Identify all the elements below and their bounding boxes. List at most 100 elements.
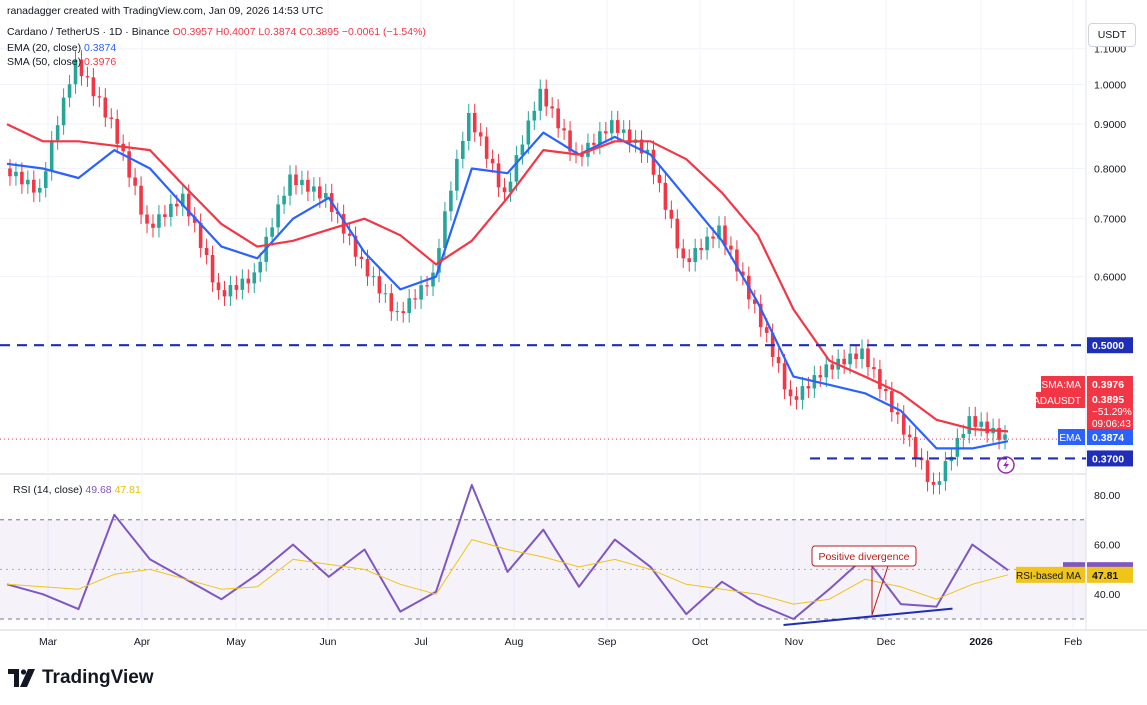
- ohlc-values: O0.3957 H0.4007 L0.3874 C0.3895 −0.0061 …: [172, 26, 426, 38]
- lightning-icon[interactable]: [997, 456, 1015, 474]
- candles: [8, 50, 1007, 495]
- candle-body: [377, 276, 382, 294]
- candle-body: [735, 249, 739, 272]
- candle-body: [341, 213, 346, 234]
- candle-body: [794, 396, 799, 400]
- candle-body: [931, 481, 936, 485]
- sma-label: SMA (50, close): [7, 56, 82, 68]
- candle-body: [830, 364, 835, 370]
- price-tick-label: 1.0000: [1094, 80, 1126, 92]
- candle-body: [115, 118, 120, 144]
- candle-body: [85, 76, 90, 78]
- time-tick-label: Feb: [1064, 636, 1082, 648]
- candle-body: [73, 59, 78, 85]
- candle-body: [615, 120, 620, 133]
- candle-body: [687, 258, 692, 263]
- candle-body: [562, 128, 566, 131]
- candle-body: [782, 363, 787, 390]
- ema-legend[interactable]: EMA (20, close) 0.3874: [7, 42, 116, 54]
- candle-body: [8, 168, 12, 177]
- candle-body: [32, 179, 36, 193]
- level-tag: [1087, 450, 1133, 467]
- tradingview-mark-icon: [8, 669, 35, 687]
- time-tick-label: Dec: [877, 636, 896, 648]
- candle-body: [431, 272, 435, 287]
- price-tick-label: 0.6000: [1094, 272, 1126, 284]
- candle-body: [365, 258, 370, 277]
- candle-body: [788, 389, 793, 397]
- sma-line: [6, 123, 1009, 433]
- candle-body: [246, 278, 251, 284]
- candle-body: [347, 233, 352, 236]
- candle-body: [907, 434, 912, 438]
- candle-body: [532, 110, 537, 121]
- candle-body: [884, 388, 888, 392]
- candle-body: [681, 248, 686, 259]
- sma-tag-name: SMA:MA: [1042, 380, 1082, 391]
- ema-line: [6, 131, 1009, 450]
- candle-body: [157, 214, 161, 228]
- candle-body: [413, 298, 417, 300]
- candle-body: [961, 433, 966, 438]
- symbol-tag-name: ADAUSDT: [1033, 396, 1081, 407]
- candle-body: [693, 248, 697, 263]
- candle-body: [627, 129, 632, 144]
- last-price-tag-change: −51.29%: [1092, 407, 1132, 418]
- candle-body: [806, 386, 811, 389]
- level-tag-value: 0.5000: [1092, 340, 1124, 352]
- candle-body: [318, 186, 322, 199]
- rsi-ma-tag-name: RSI-based MA: [1016, 571, 1081, 582]
- ema-name-bg: [1058, 429, 1085, 445]
- rsi-line: [6, 484, 1009, 620]
- candle-body: [425, 285, 429, 287]
- candle-body: [502, 187, 507, 193]
- candle-body: [407, 298, 411, 314]
- tradingview-logo[interactable]: TradingView: [8, 666, 154, 690]
- candle-body: [472, 112, 477, 133]
- candle-body: [401, 311, 406, 314]
- candle-body: [925, 460, 930, 482]
- candle-body: [592, 142, 596, 145]
- ema-tag-name: EMA: [1059, 433, 1081, 444]
- candle-body: [109, 117, 114, 119]
- rsi-legend[interactable]: RSI (14, close) 49.68 47.81: [13, 484, 141, 496]
- candle-body: [210, 255, 215, 283]
- time-tick-label: Jun: [320, 636, 337, 648]
- candle-body: [198, 222, 203, 248]
- symbol-name[interactable]: Cardano / TetherUS · 1D · Binance: [7, 26, 170, 38]
- candle-body: [228, 284, 233, 297]
- candle-body: [67, 84, 72, 98]
- rsi-label: RSI (14, close): [13, 484, 83, 496]
- candle-body: [139, 185, 143, 215]
- candle-body: [604, 131, 608, 134]
- candle-body: [973, 416, 978, 427]
- candle-body: [26, 179, 30, 185]
- candle-body: [288, 174, 292, 196]
- price-tick-label: 0.8000: [1094, 163, 1126, 175]
- candle-body: [675, 218, 680, 249]
- candle-body: [550, 106, 554, 109]
- candle-body: [979, 421, 983, 427]
- rsi-tick-label: 60.00: [1094, 540, 1120, 552]
- time-tick-label: Sep: [598, 636, 617, 648]
- candle-body: [169, 203, 173, 217]
- candle-body: [878, 369, 882, 389]
- currency-selector[interactable]: USDT: [1088, 23, 1136, 47]
- rsi-tick-label: 40.00: [1094, 589, 1120, 601]
- candle-body: [895, 412, 900, 415]
- candle-body: [127, 151, 131, 178]
- candle-body: [145, 214, 149, 224]
- candle-body: [359, 256, 364, 259]
- candle-body: [967, 416, 972, 434]
- candle-body: [866, 348, 870, 368]
- candle-body: [389, 293, 394, 312]
- candle-body: [508, 181, 513, 193]
- divergence-callout-pointer: [871, 565, 889, 616]
- sma-name-bg: [1041, 376, 1085, 392]
- symbol-name-bg: [1036, 392, 1085, 408]
- candle-body: [180, 193, 185, 207]
- rsi-ma-line: [6, 539, 1009, 605]
- ema-tag-value: 0.3874: [1092, 432, 1124, 444]
- sma-legend[interactable]: SMA (50, close) 0.3976: [7, 56, 116, 68]
